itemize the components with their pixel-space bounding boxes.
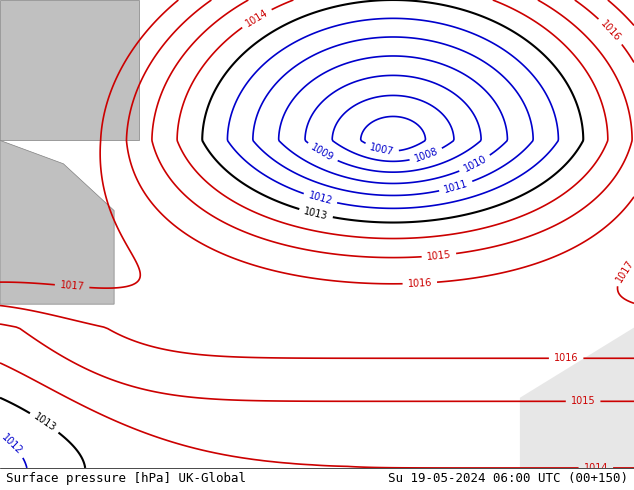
Text: 1013: 1013 [303, 206, 329, 221]
Text: 1008: 1008 [413, 147, 439, 164]
Text: 1014: 1014 [243, 7, 269, 28]
Text: 1017: 1017 [60, 280, 85, 292]
Text: 1010: 1010 [462, 154, 488, 174]
Polygon shape [0, 0, 139, 141]
Text: 1012: 1012 [0, 432, 24, 457]
Text: 1016: 1016 [554, 353, 578, 363]
Text: 1011: 1011 [443, 178, 469, 195]
Text: 1007: 1007 [368, 142, 395, 157]
Text: 1017: 1017 [614, 258, 634, 284]
Text: Su 19-05-2024 06:00 UTC (00+150): Su 19-05-2024 06:00 UTC (00+150) [387, 472, 628, 486]
Text: 1014: 1014 [583, 463, 608, 473]
Text: 1016: 1016 [598, 19, 623, 44]
Text: 1015: 1015 [426, 249, 451, 262]
Text: 1012: 1012 [307, 191, 333, 207]
Text: 1016: 1016 [408, 278, 432, 289]
Text: 1015: 1015 [571, 396, 595, 406]
Polygon shape [520, 327, 634, 468]
Text: 1013: 1013 [32, 412, 58, 434]
Polygon shape [0, 141, 114, 304]
Text: 1009: 1009 [309, 142, 335, 163]
Text: Surface pressure [hPa] UK-Global: Surface pressure [hPa] UK-Global [6, 472, 247, 486]
